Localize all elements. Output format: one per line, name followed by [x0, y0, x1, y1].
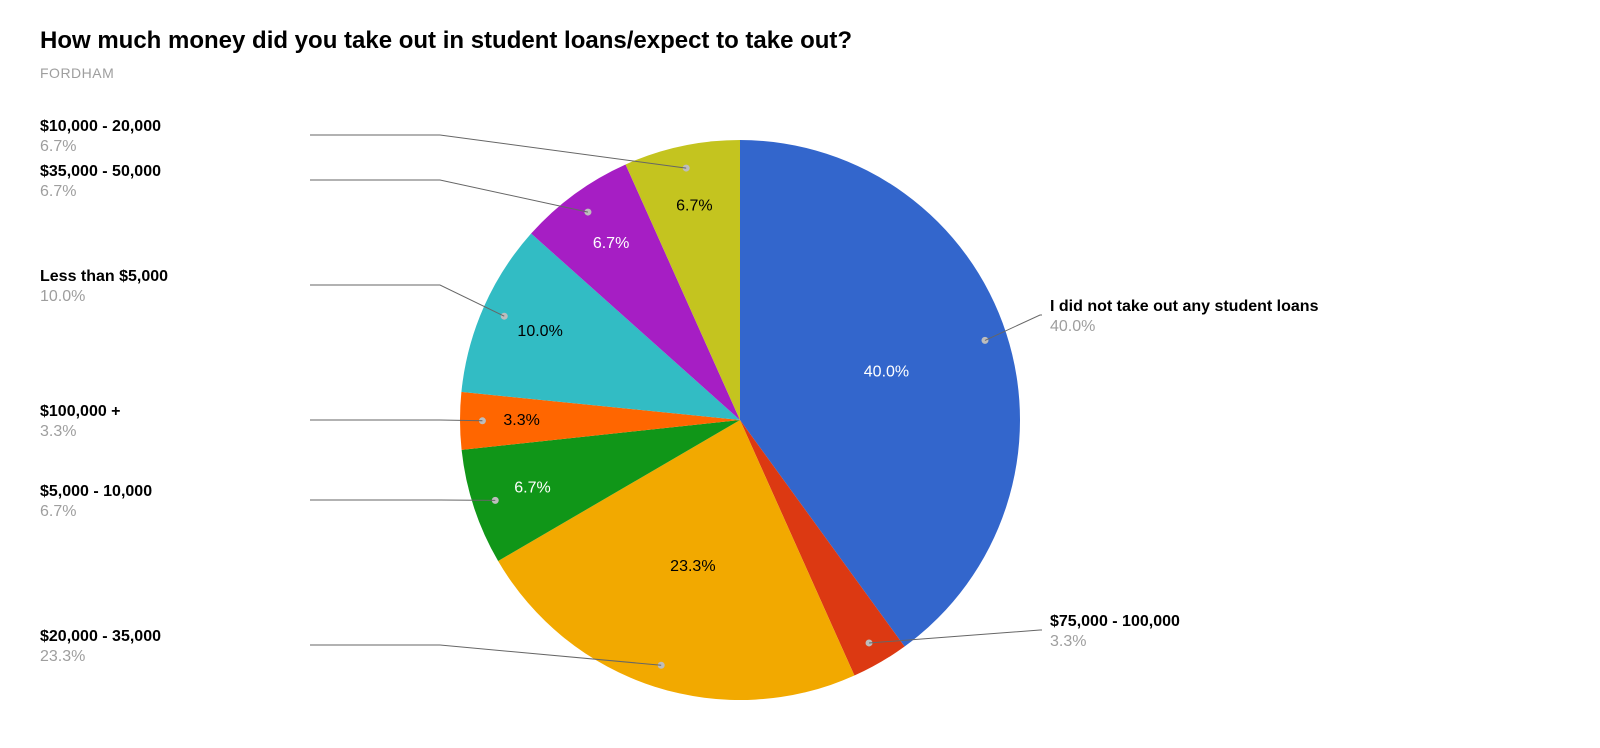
legend-pct-none: 40.0% [1050, 318, 1095, 335]
legend-label-100plus: $100,000 + [40, 403, 121, 420]
slice-pct-20_35: 23.3% [670, 558, 715, 575]
legend-pct-75_100: 3.3% [1050, 633, 1086, 650]
legend-pct-10_20: 6.7% [40, 138, 76, 155]
legend-label-none: I did not take out any student loans [1050, 298, 1319, 315]
pie-chart: How much money did you take out in stude… [0, 0, 1600, 748]
legend-label-lt5: Less than $5,000 [40, 268, 168, 285]
slice-pct-35_50: 6.7% [593, 235, 629, 252]
slice-pct-none: 40.0% [864, 364, 909, 381]
legend-pct-35_50: 6.7% [40, 183, 76, 200]
legend-pct-lt5: 10.0% [40, 288, 85, 305]
slice-pct-5_10: 6.7% [514, 479, 550, 496]
slice-pct-10_20: 6.7% [676, 198, 712, 215]
legend-pct-100plus: 3.3% [40, 423, 76, 440]
legend-label-75_100: $75,000 - 100,000 [1050, 613, 1180, 630]
legend-label-35_50: $35,000 - 50,000 [40, 163, 161, 180]
slice-pct-100plus: 3.3% [503, 412, 539, 429]
legend-label-20_35: $20,000 - 35,000 [40, 628, 161, 645]
legend-pct-5_10: 6.7% [40, 503, 76, 520]
chart-title: How much money did you take out in stude… [40, 27, 852, 54]
legend-pct-20_35: 23.3% [40, 648, 85, 665]
legend-label-5_10: $5,000 - 10,000 [40, 483, 152, 500]
slice-pct-lt5: 10.0% [517, 323, 562, 340]
chart-subtitle: FORDHAM [40, 65, 114, 81]
legend-label-10_20: $10,000 - 20,000 [40, 118, 161, 135]
